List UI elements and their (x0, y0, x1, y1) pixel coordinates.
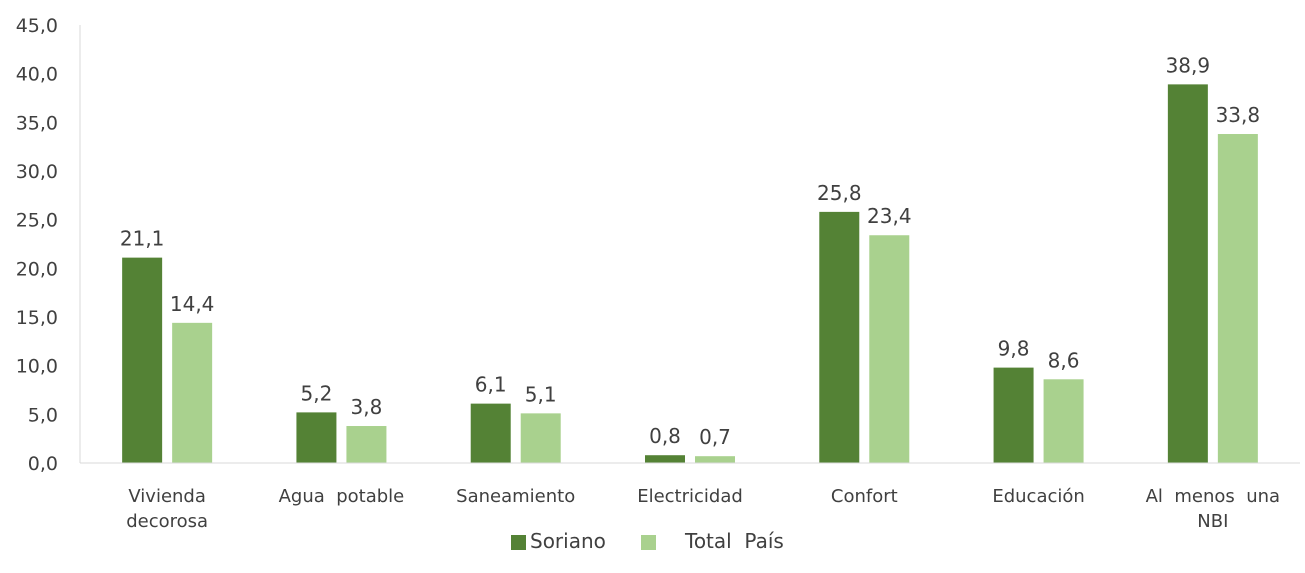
data-label: 6,1 (475, 373, 507, 397)
x-category-label: Educación (992, 486, 1084, 507)
legend-label: Total País (684, 529, 784, 553)
legend-swatch-total-pais (641, 535, 656, 550)
bar-soriano (296, 412, 337, 463)
x-axis: Vivienda decorosa Agua potable Saneamiento E… (80, 462, 1300, 532)
bars (122, 84, 1258, 463)
y-tick-label: 0,0 (28, 453, 58, 475)
x-category-label: Vivienda (128, 486, 206, 507)
bar-total-pais (172, 322, 213, 463)
data-label: 33,8 (1216, 103, 1261, 127)
data-label: 0,7 (699, 425, 731, 449)
bar-soriano (993, 367, 1034, 463)
bar-soriano (470, 403, 511, 463)
x-category-label: Electricidad (637, 486, 743, 507)
y-tick-label: 10,0 (16, 356, 58, 378)
y-tick-label: 15,0 (16, 307, 58, 329)
x-category-label: Saneamiento (456, 486, 575, 507)
bar-soriano (645, 455, 685, 463)
data-label: 25,8 (817, 181, 862, 205)
bar-total-pais (869, 235, 910, 463)
data-label: 23,4 (867, 204, 912, 228)
data-label: 14,4 (170, 292, 215, 316)
x-category-label: NBI (1197, 511, 1228, 532)
y-tick-label: 45,0 (16, 15, 58, 37)
bar-soriano (122, 257, 163, 463)
bar-total-pais (346, 426, 387, 463)
x-category-label: decorosa (126, 511, 208, 532)
bar-total-pais (520, 413, 561, 463)
y-tick-label: 30,0 (16, 161, 58, 183)
bar-soriano (819, 211, 860, 463)
data-label: 0,8 (649, 424, 681, 448)
legend: Soriano Total País (511, 529, 784, 553)
bar-soriano (1167, 84, 1208, 463)
bar-total-pais (1043, 379, 1084, 463)
y-tick-label: 40,0 (16, 64, 58, 86)
y-axis: 0,0 5,0 10,0 15,0 20,0 25,0 30,0 35,0 40,0 45,0 (16, 15, 81, 475)
data-label: 5,1 (525, 382, 557, 406)
data-label: 21,1 (120, 227, 165, 251)
bar-total-pais (695, 456, 735, 463)
y-tick-label: 25,0 (16, 210, 58, 232)
legend-label: Soriano (530, 529, 606, 553)
y-tick-label: 20,0 (16, 258, 58, 280)
x-category-label: Confort (831, 486, 898, 507)
x-category-label: Agua potable (279, 486, 405, 507)
data-labels: 21,1 14,4 5,2 3,8 6,1 5,1 0,8 0,7 25,823,4 9,8 8,6… (120, 53, 1260, 449)
bar-total-pais (1217, 134, 1258, 463)
data-label: 3,8 (351, 395, 383, 419)
x-category-label: Al menos una (1146, 486, 1280, 507)
y-tick-label: 35,0 (16, 112, 58, 134)
data-label: 8,6 (1048, 348, 1080, 372)
y-tick-label: 5,0 (28, 404, 58, 426)
legend-swatch-soriano (511, 535, 526, 550)
data-label: 38,9 (1166, 53, 1211, 77)
data-label: 9,8 (998, 337, 1030, 361)
data-label: 5,2 (301, 381, 333, 405)
